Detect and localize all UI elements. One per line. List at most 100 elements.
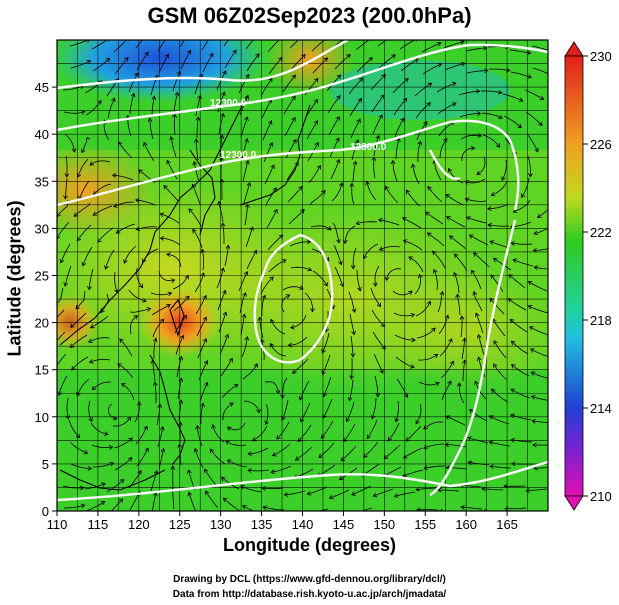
y-tick-label: 0 [42, 504, 49, 519]
streamline [400, 58, 419, 72]
streamline-arrowhead [498, 114, 503, 120]
streamline [511, 439, 533, 443]
streamline-arrowhead [92, 211, 98, 216]
streamline-arrowhead [219, 178, 225, 183]
streamline-arrowhead [464, 197, 470, 202]
streamline [260, 276, 274, 295]
streamline-arrowhead [76, 236, 82, 242]
streamline-arrowhead [244, 137, 249, 143]
streamline [268, 259, 287, 273]
streamline-arrowhead [220, 222, 226, 227]
x-tick-label: 120 [128, 517, 150, 532]
x-tick-label: 115 [88, 517, 109, 532]
streamline [173, 92, 179, 114]
streamline [493, 340, 507, 359]
streamline [371, 94, 385, 113]
streamline-arrowhead [391, 54, 396, 59]
streamline-arrowhead [415, 419, 420, 425]
streamline [218, 201, 224, 223]
streamline-arrowhead [372, 282, 378, 287]
streamline [91, 40, 108, 50]
streamline-arrowhead [198, 73, 204, 79]
streamline [116, 223, 136, 234]
x-tick-label: 165 [496, 517, 518, 532]
streamline-arrowhead [187, 491, 193, 497]
streamline [327, 95, 341, 114]
streamline [491, 388, 509, 403]
streamline [195, 139, 199, 161]
streamline [344, 225, 356, 244]
streamline [270, 465, 292, 473]
streamline-arrowhead [87, 40, 90, 43]
streamline [322, 398, 333, 419]
streamline-arrowhead [469, 408, 474, 414]
streamline [160, 237, 181, 246]
streamline [445, 415, 466, 426]
streamline-arrowhead [283, 492, 289, 497]
streamline-arrowhead [335, 158, 341, 164]
streamline [199, 382, 208, 403]
streamline [135, 426, 148, 445]
streamline [528, 305, 548, 314]
streamline [547, 115, 548, 116]
streamline-arrowhead [339, 282, 345, 288]
streamline-arrowhead [363, 453, 368, 458]
streamline-arrowhead [256, 33, 260, 37]
streamline-arrowhead [252, 249, 258, 255]
streamline-arrowhead [456, 382, 462, 387]
streamline-arrowhead [487, 222, 492, 228]
streamline-arrowhead [71, 366, 76, 371]
streamline [458, 90, 480, 96]
streamline [193, 161, 200, 183]
streamline-arrowhead [402, 97, 408, 103]
streamline-arrowhead [356, 118, 361, 124]
streamline-arrowhead [219, 134, 225, 139]
map-field: 12300.0 12300.0 12300.0 [57, 33, 548, 511]
streamline [151, 304, 171, 316]
streamline-arrowhead [381, 74, 387, 79]
streamline-arrowhead [475, 88, 481, 94]
streamline [57, 331, 66, 342]
coastline-japan [239, 104, 311, 206]
streamline-arrowhead [151, 95, 157, 101]
streamline [399, 40, 416, 50]
streamline-arrowhead [88, 359, 94, 364]
streamline-arrowhead [484, 68, 489, 74]
streamline-arrowhead [336, 95, 341, 100]
streamline [62, 85, 84, 91]
streamline [349, 313, 355, 335]
streamline-arrowhead [205, 490, 210, 496]
geopotential-contours [57, 40, 548, 502]
streamline-arrowhead [176, 70, 181, 76]
streamline [355, 40, 370, 51]
streamline-arrowhead [233, 383, 239, 389]
streamline-arrowhead [281, 416, 286, 421]
streamline-arrowhead [464, 180, 469, 185]
x-tick-label: 160 [455, 517, 477, 532]
streamline-arrowhead [219, 156, 224, 161]
streamline-arrowhead [445, 415, 450, 420]
streamline [531, 396, 548, 401]
streamline [436, 82, 457, 93]
streamline-arrowhead [244, 116, 249, 122]
x-tick-label: 145 [333, 517, 355, 532]
streamline-arrowhead [80, 503, 86, 509]
streamline [110, 498, 123, 511]
streamline-arrowhead [113, 415, 118, 421]
streamline-arrowhead [387, 436, 392, 442]
streamline-arrowhead [159, 236, 165, 241]
streamline-arrowhead [166, 34, 170, 38]
streamline-arrowhead [76, 173, 82, 178]
streamline [481, 112, 503, 119]
streamline-arrowhead [433, 268, 438, 274]
streamline [394, 117, 405, 138]
streamline-arrowhead [306, 491, 312, 496]
streamline [223, 40, 229, 47]
x-tick-label: 140 [292, 517, 314, 532]
streamline-arrowhead [323, 57, 329, 62]
streamline [188, 469, 196, 491]
streamline-arrowhead [146, 307, 152, 312]
streamline [308, 165, 321, 184]
streamline [136, 51, 149, 71]
streamline-arrowhead [109, 461, 115, 467]
